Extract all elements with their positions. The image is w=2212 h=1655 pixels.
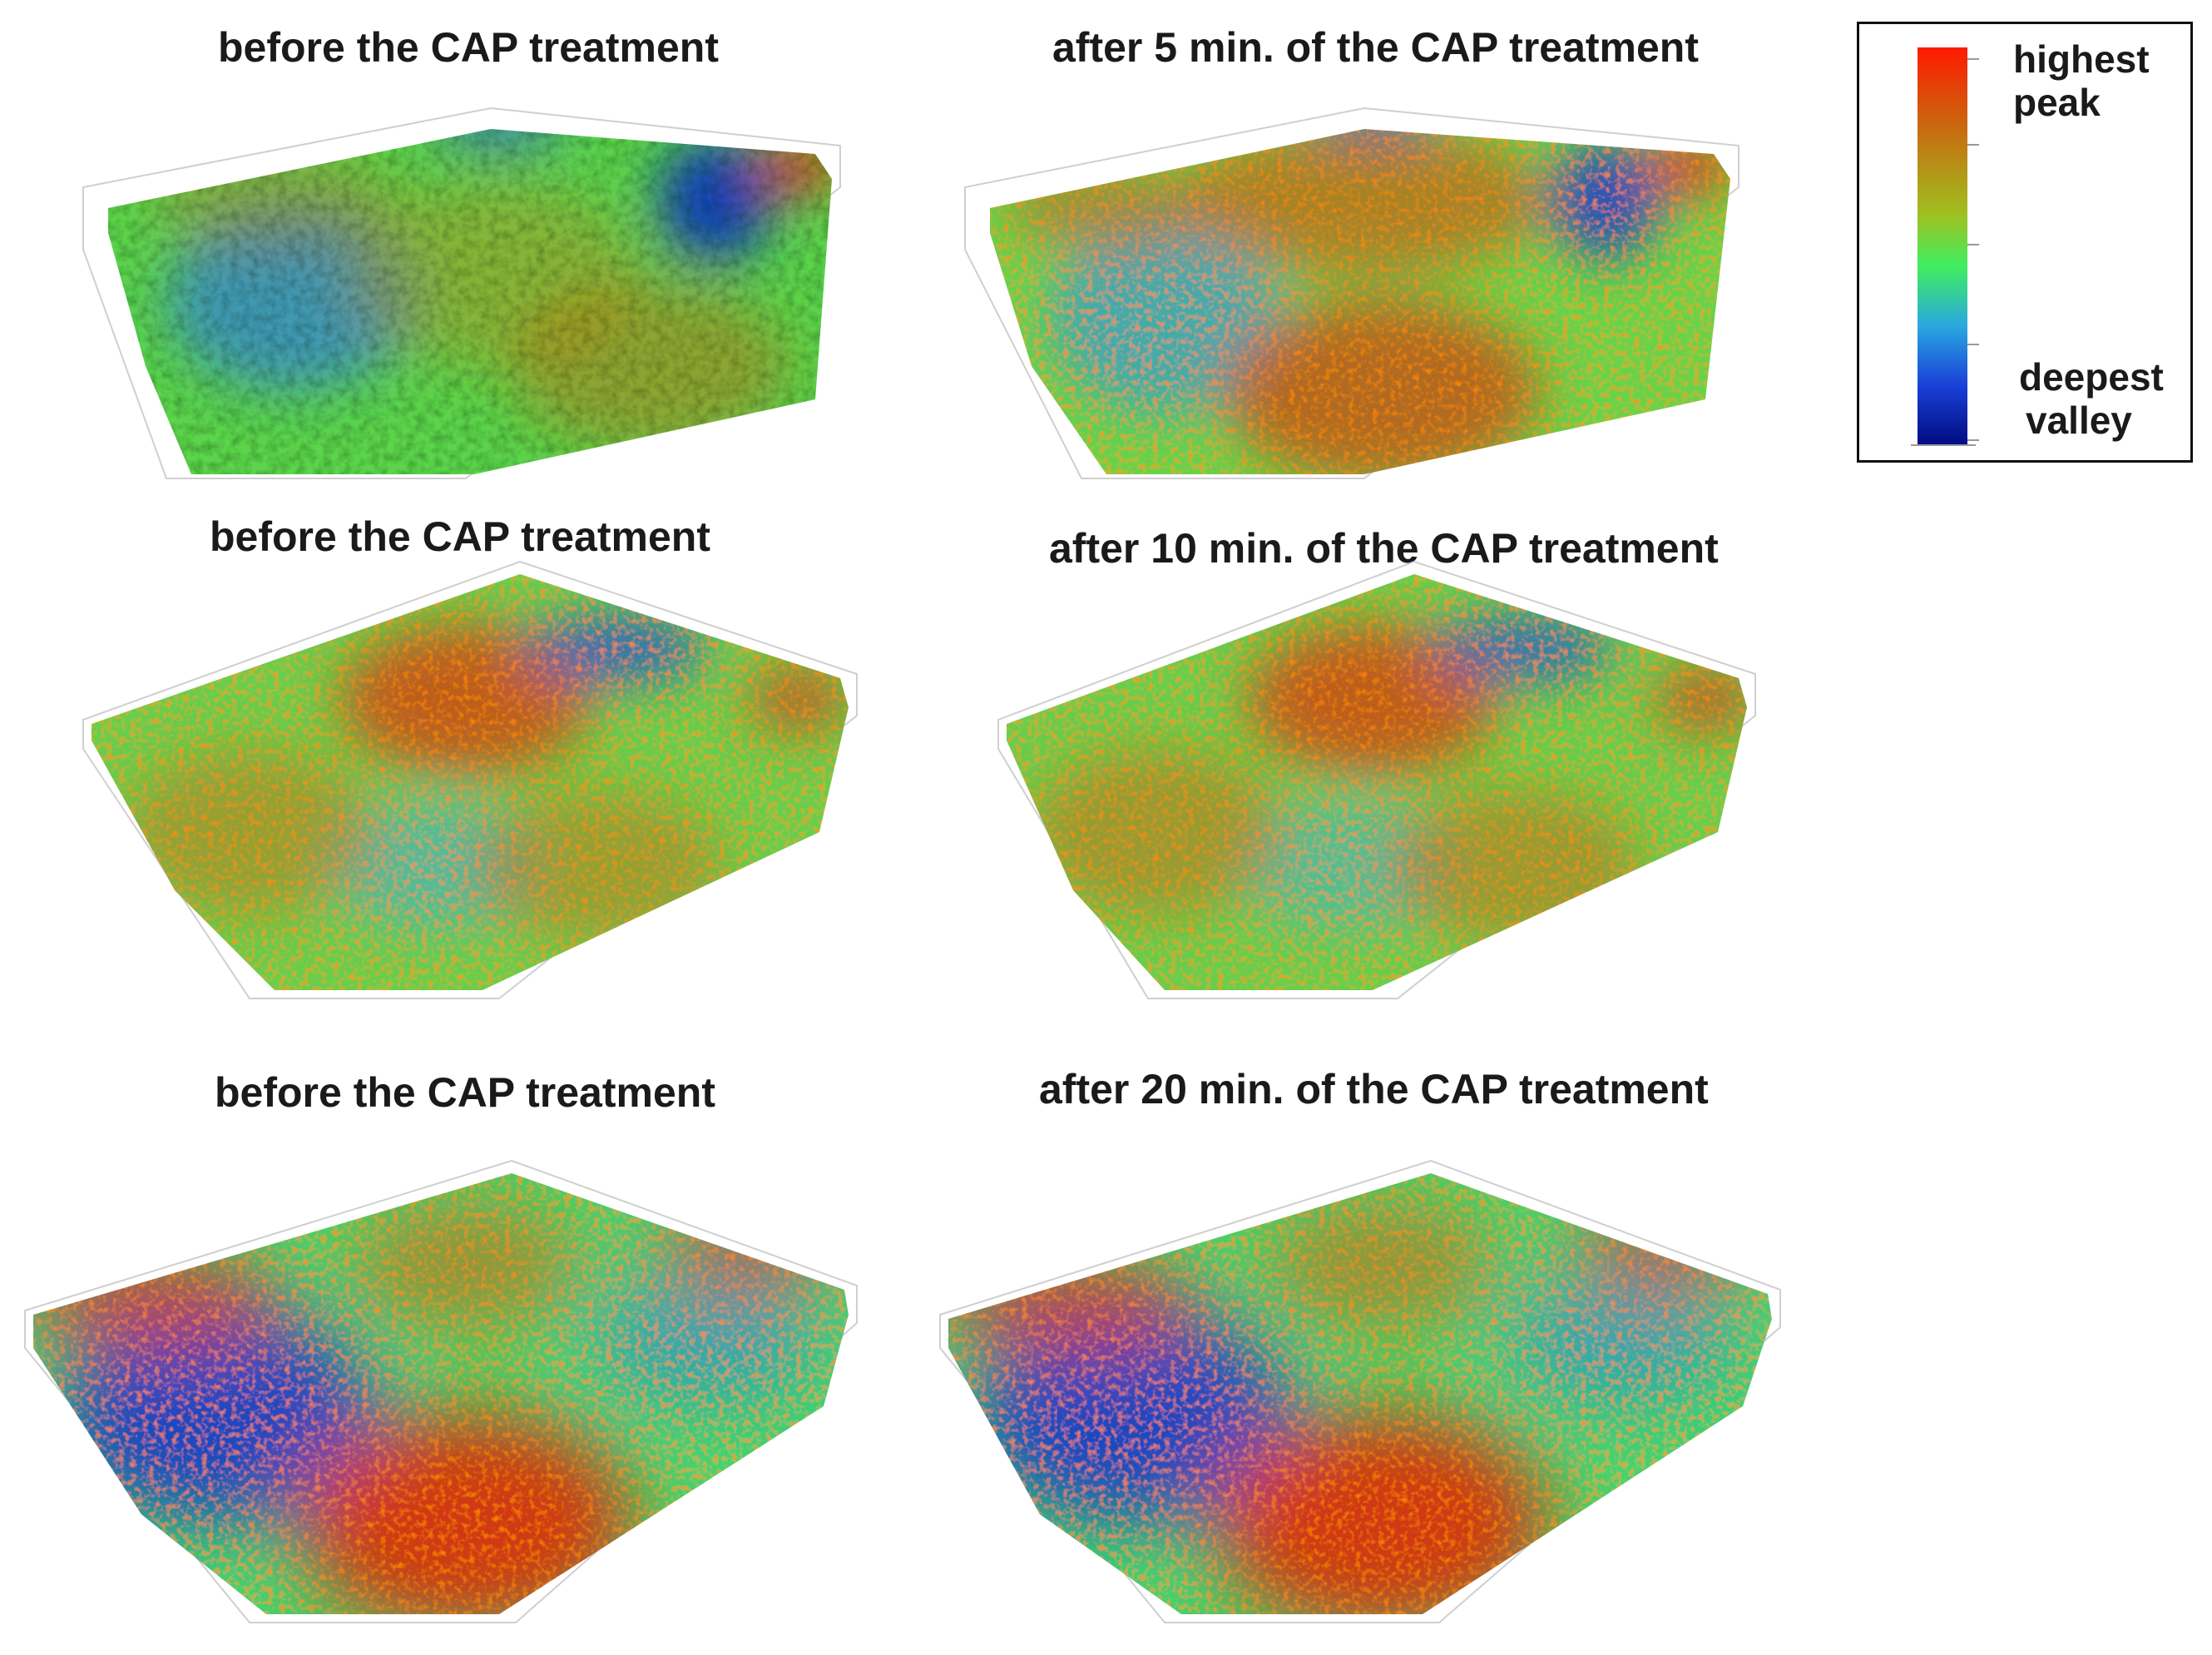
panel-title-1: before the CAP treatment: [218, 24, 719, 71]
panel-title-2: after 5 min. of the CAP treatment: [1052, 24, 1700, 71]
legend-top-label: highest peak: [2013, 37, 2150, 124]
surface-plot-1: [108, 129, 832, 474]
surface-plot-2: [990, 129, 1730, 474]
legend-bottom-label: deepest valley: [2019, 355, 2164, 442]
panel-title-4: after 10 min. of the CAP treatment: [1049, 525, 1719, 572]
legend: highest peak deepest valley: [1857, 22, 2193, 463]
panel-title-6: after 20 min. of the CAP treatment: [1039, 1066, 1709, 1112]
surface-plot-3: [92, 574, 849, 990]
panel-title-3: before the CAP treatment: [210, 513, 710, 560]
surface-plot-5: [33, 1173, 849, 1614]
colorbar: [1911, 47, 1979, 446]
surface-plot-6: [948, 1173, 1772, 1614]
panel-title-5: before the CAP treatment: [215, 1069, 715, 1116]
surface-plot-4: [1007, 574, 1747, 990]
